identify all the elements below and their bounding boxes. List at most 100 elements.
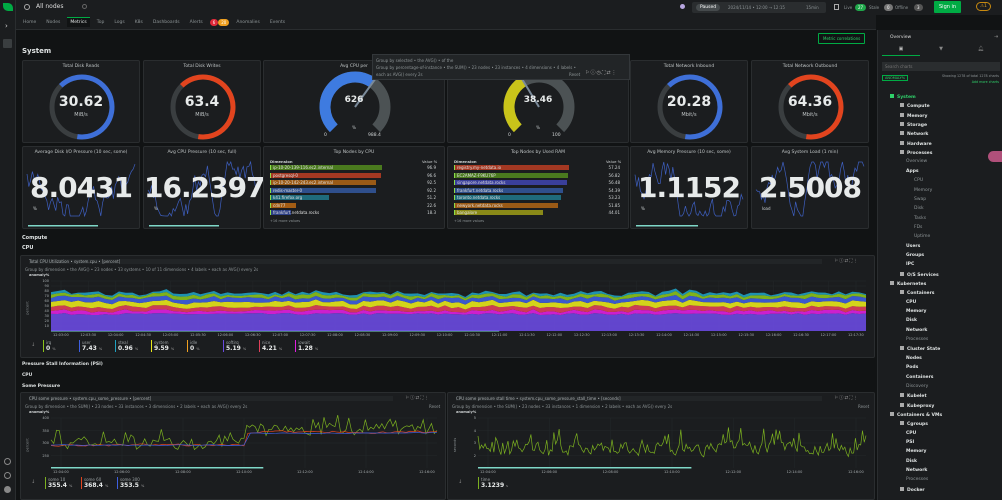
- expand-icon[interactable]: ›: [5, 22, 8, 30]
- sidebar-item-uptime[interactable]: Uptime: [914, 234, 930, 239]
- metric-correlations-button[interactable]: Metric correlations: [818, 33, 866, 44]
- tab-k8s[interactable]: K8s: [134, 19, 143, 25]
- space-avatar[interactable]: [3, 39, 12, 48]
- legend-item[interactable]: softirq 5.19%: [223, 340, 246, 352]
- legend-item[interactable]: some 60 368.4%: [81, 477, 108, 489]
- list-bar[interactable]: registry.my-netdata.io: [454, 165, 569, 170]
- list-bar[interactable]: singapore.netdata.rocks: [454, 180, 568, 185]
- collapse-sidebar-icon[interactable]: ⇥: [994, 34, 999, 40]
- sidebar-item-containers-vms[interactable]: Containers & VMs: [890, 411, 942, 418]
- chart-toolbar-icons[interactable]: ⚐ⓘ⇄⛶⋮: [834, 259, 859, 264]
- list-bar[interactable]: bangalore: [454, 210, 543, 215]
- settings-icon[interactable]: [4, 472, 11, 479]
- sidebar-item-pods[interactable]: Pods: [906, 365, 918, 370]
- room-selector[interactable]: All nodes: [36, 3, 64, 10]
- list-bar[interactable]: frankfurt.netdata.rocks: [454, 187, 564, 193]
- sidebar-item-psi[interactable]: PSI: [906, 440, 914, 445]
- popover-line1[interactable]: Group by selected • the AVG() • of the: [376, 58, 454, 63]
- netdata-logo[interactable]: [3, 3, 13, 11]
- tab-logs[interactable]: Logs: [114, 19, 125, 25]
- list-bar[interactable]: newyork.netdata.rocks: [454, 202, 559, 208]
- sidebar-item-tasks[interactable]: Tasks: [914, 216, 926, 221]
- sidebar-item-memory[interactable]: Memory: [900, 112, 927, 119]
- chart-group-controls[interactable]: Group by dimension • the AVG() • 23 node…: [25, 267, 259, 272]
- sidebar-item-memory[interactable]: Memory: [914, 188, 932, 193]
- sidebar-item-ipc[interactable]: IPC: [906, 262, 914, 267]
- more-values[interactable]: +16 more values: [454, 219, 485, 223]
- legend-collapse-icon[interactable]: ↓: [31, 479, 36, 485]
- tab-alerts[interactable]: Alerts: [189, 19, 203, 25]
- alerts-critical-badge[interactable]: 6: [209, 18, 219, 26]
- alerts-warning-badge[interactable]: 20: [218, 18, 230, 26]
- sidebar-item-system[interactable]: System: [890, 94, 916, 100]
- tab-nodes[interactable]: Nodes: [46, 19, 61, 25]
- live-count[interactable]: 27: [855, 4, 867, 11]
- legend-item[interactable]: user 7.43%: [79, 340, 102, 352]
- search-charts-input[interactable]: [882, 62, 1000, 71]
- sidebar-tab-alerts[interactable]: 🔔︎: [977, 46, 985, 52]
- tab-top[interactable]: Top: [96, 19, 105, 25]
- sidebar-item-cpu[interactable]: CPU: [906, 300, 916, 305]
- room-settings-icon[interactable]: [82, 4, 87, 9]
- nodes-icon[interactable]: [834, 4, 839, 10]
- sidebar-item-network[interactable]: Network: [906, 468, 927, 473]
- reset-button[interactable]: Reset: [569, 72, 581, 77]
- time-range-picker[interactable]: 2024/11/14 • 12:00 → 12:15: [728, 5, 785, 10]
- list-bar[interactable]: frankfurt.netdata.rocks: [270, 210, 319, 215]
- sidebar-item-processes[interactable]: Processes: [906, 337, 928, 342]
- list-bar[interactable]: toronto.netdata.rocks: [454, 195, 561, 200]
- warning-badge[interactable]: ⚠1: [976, 2, 991, 11]
- sidebar-item-users[interactable]: Users: [906, 244, 920, 249]
- theme-icon[interactable]: [680, 4, 685, 9]
- sidebar-item-storage[interactable]: Storage: [900, 122, 927, 128]
- sidebar-item-hardware[interactable]: Hardware: [900, 140, 932, 147]
- list-bar[interactable]: k41.firefox.org: [270, 195, 329, 200]
- sidebar-item-disk[interactable]: Disk: [906, 459, 917, 464]
- legend-item[interactable]: some 300 353.5%: [117, 477, 144, 489]
- user-avatar[interactable]: [4, 486, 11, 493]
- legend-collapse-icon[interactable]: ↓: [31, 342, 36, 348]
- list-bar[interactable]: postgresql-0: [270, 172, 382, 178]
- list-bar[interactable]: redis-master-0: [270, 187, 377, 193]
- sidebar-item-nodes[interactable]: Nodes: [906, 356, 922, 361]
- assistant-bubble[interactable]: [988, 151, 1002, 162]
- legend-item[interactable]: iowait 1.28%: [295, 340, 318, 352]
- sidebar-item-cgroups[interactable]: Cgroups: [900, 421, 928, 427]
- tab-dashboards[interactable]: Dashboards: [152, 19, 180, 25]
- legend-item[interactable]: system 9.59%: [151, 340, 174, 352]
- sidebar-item-overview[interactable]: Overview: [906, 159, 927, 164]
- chart-group-controls[interactable]: Group by dimension • the SUM() • 23 node…: [452, 404, 673, 409]
- sidebar-item-containers[interactable]: Containers: [906, 375, 933, 380]
- legend-item[interactable]: time 3.1239 s: [478, 477, 508, 489]
- legend-item[interactable]: some 10 355.4%: [45, 477, 72, 489]
- sidebar-tab-filter[interactable]: ▼: [939, 46, 943, 52]
- reset-button[interactable]: Reset: [429, 404, 441, 409]
- popover-line2[interactable]: Group by percentage-of-instance • the SU…: [376, 65, 576, 70]
- sidebar-item-cluster-state[interactable]: Cluster State: [900, 346, 940, 352]
- help-icon[interactable]: [4, 458, 11, 465]
- legend-collapse-icon[interactable]: ↓: [458, 479, 463, 485]
- list-bar[interactable]: ip-10-20-139-116.ec2.internal: [270, 165, 382, 170]
- sidebar-item-disk[interactable]: Disk: [906, 318, 917, 323]
- sidebar-item-network[interactable]: Network: [900, 131, 928, 137]
- legend-item[interactable]: steal 0.96%: [115, 340, 138, 352]
- list-bar[interactable]: cdn77: [270, 202, 296, 208]
- sidebar-item-o-s-services[interactable]: O/S Services: [900, 271, 939, 278]
- tab-home[interactable]: Home: [23, 19, 37, 25]
- popover-line3[interactable]: each as AVG() every 2s: [376, 72, 423, 77]
- sidebar-item-apps[interactable]: Apps: [906, 169, 919, 174]
- pause-button[interactable]: Paused: [696, 3, 721, 11]
- legend-item[interactable]: idle 0%: [187, 340, 200, 352]
- list-bar[interactable]: ip-10-20-142-243.ec2.internal: [270, 180, 377, 185]
- chart-toolbar-icons[interactable]: ⚐ⓘ⇄⛶⋮: [834, 396, 859, 401]
- sidebar-item-disk[interactable]: Disk: [914, 206, 924, 211]
- sidebar-item-compute[interactable]: Compute: [900, 103, 930, 109]
- chart-toolbar-icons[interactable]: ⚐ⓘ◷⛶⇄⋮: [585, 70, 618, 76]
- sidebar-item-processes[interactable]: Processes: [900, 150, 932, 156]
- sidebar-item-cpu[interactable]: CPU: [914, 178, 923, 183]
- sidebar-item-docker[interactable]: Docker: [900, 486, 925, 493]
- sidebar-item-cpu[interactable]: CPU: [906, 431, 916, 436]
- sidebar-item-kubelet[interactable]: Kubelet: [900, 393, 927, 399]
- reset-button[interactable]: Reset: [858, 404, 870, 409]
- add-more-charts-link[interactable]: Add more charts: [971, 80, 999, 84]
